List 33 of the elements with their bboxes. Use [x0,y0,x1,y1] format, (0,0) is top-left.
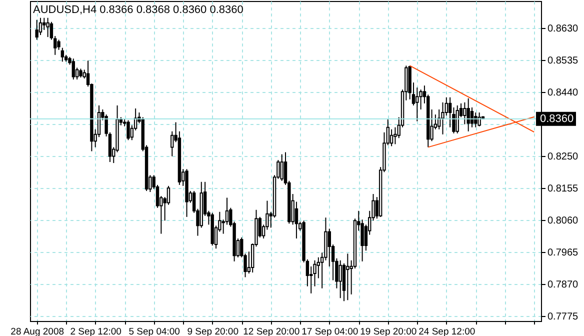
candlestick [478,112,481,127]
candlestick [466,98,470,132]
candlestick [60,47,64,62]
candlestick [42,17,46,30]
candlestick [470,106,474,128]
candlestick [170,130,174,157]
candlestick [474,112,478,128]
y-tick-label: 0.8440 [548,87,579,98]
chart-title: AUDUSD,H4 0.8366 0.8368 0.8360 0.8360 [33,4,244,16]
y-tick-label: 0.8630 [548,23,579,34]
candlestick [416,87,419,122]
candlestick [338,260,342,299]
candlestick [57,39,60,50]
candlestick [38,17,42,36]
candlestick [72,58,75,80]
y-tick-label: 0.7775 [548,311,579,322]
candlestick [280,154,284,182]
candlestick [35,19,38,40]
y-tick-label: 0.8535 [548,55,579,66]
ref-line-label: 0.8360 [540,112,574,125]
candlestick [126,120,130,141]
y-tick-label: 0.8155 [548,183,579,194]
y-tick-label: 0.7965 [548,247,579,258]
y-tick-label: 0.8250 [548,151,579,162]
candlestick [46,17,50,38]
candlestick [444,96,448,116]
y-tick-label: 0.8060 [548,215,579,226]
candlestick [463,102,466,125]
candlestick [346,253,350,301]
candlestick [456,104,459,134]
candlestick [441,102,444,135]
y-tick-label: 0.7870 [548,279,579,290]
candlestick [390,128,394,147]
